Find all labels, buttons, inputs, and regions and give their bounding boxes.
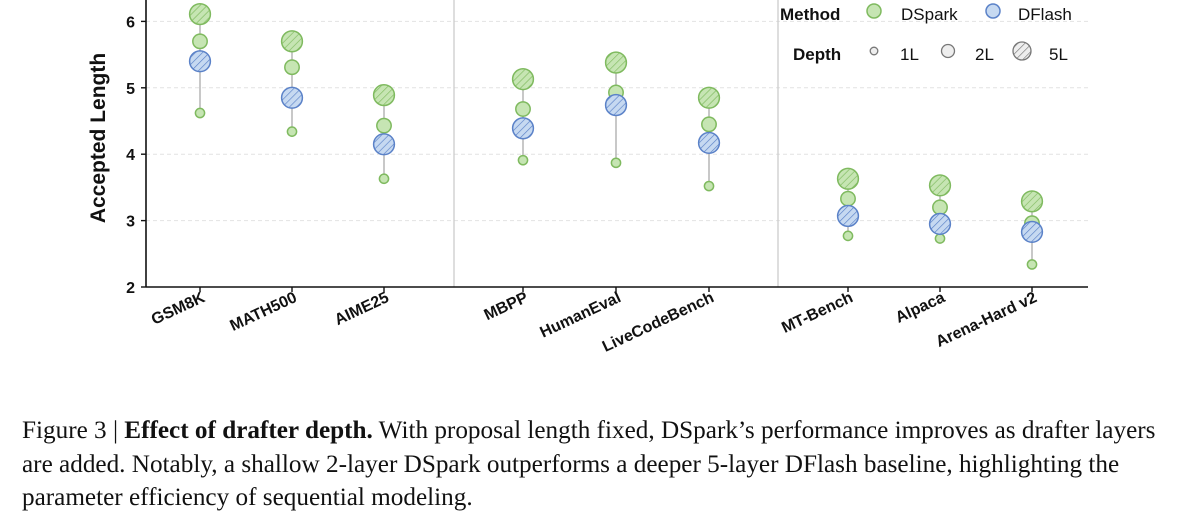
point-dspark-2l-2 <box>376 117 392 134</box>
point-dspark-1l-2 <box>378 173 390 185</box>
legend-dspark-label: DSpark <box>901 5 958 24</box>
legend-dflash-label: DFlash <box>1018 5 1072 24</box>
point-dflash-5l-1 <box>280 86 304 109</box>
y-tick-label: 6 <box>126 14 135 31</box>
point-dspark-5l-1 <box>280 30 304 53</box>
y-tick-label: 5 <box>126 81 135 98</box>
point-dspark-2l-5 <box>701 116 717 133</box>
x-tick-label-8: Arena-Hard v2 <box>933 289 1039 351</box>
legend-5l-marker <box>1012 41 1032 61</box>
point-dflash-5l-8 <box>1020 220 1044 244</box>
y-tick-label: 3 <box>126 214 135 231</box>
axes <box>145 0 1088 288</box>
point-dspark-5l-7 <box>928 174 952 197</box>
caption-text: With proposal length fixed, DSpark’s per… <box>22 417 1156 511</box>
y-tick-label: 4 <box>126 147 135 164</box>
x-tick-label-0: GSM8K <box>149 289 208 329</box>
x-tick-label-7: Alpaca <box>893 289 948 327</box>
point-dspark-1l-5 <box>703 180 715 192</box>
point-dspark-5l-3 <box>511 68 535 91</box>
point-dspark-5l-2 <box>372 83 396 107</box>
point-dspark-1l-1 <box>286 126 298 137</box>
point-dspark-2l-1 <box>284 59 300 76</box>
point-dspark-5l-5 <box>697 86 721 109</box>
legend-2l-marker <box>940 43 956 59</box>
legend-method-title: Method <box>780 5 840 24</box>
point-dflash-5l-3 <box>511 117 535 140</box>
group-separators <box>453 0 779 287</box>
point-dspark-5l-8 <box>1020 190 1044 213</box>
point-dspark-1l-4 <box>610 157 622 169</box>
caption-bold: Effect of drafter depth. <box>124 417 373 444</box>
legend-dflash-marker <box>985 3 1001 19</box>
figure-caption: Figure 3 | Effect of drafter depth. With… <box>22 414 1162 515</box>
point-dspark-1l-3 <box>517 154 529 166</box>
point-dspark-2l-7 <box>932 199 948 216</box>
point-dspark-2l-0 <box>192 33 208 50</box>
legend-1l-label: 1L <box>900 45 919 64</box>
point-dspark-1l-7 <box>934 233 946 244</box>
x-tick-label-1: MATH500 <box>228 289 300 335</box>
x-ticks: GSM8K MATH500 AIME25 MBPP HumanEvalLiveCodeB… <box>149 287 1040 356</box>
point-dspark-1l-0 <box>194 107 206 119</box>
legend-dspark-marker <box>866 3 882 19</box>
point-dspark-2l-6 <box>840 190 856 207</box>
y-axis-label: Accepted Length <box>87 53 110 223</box>
point-dspark-1l-8 <box>1026 259 1038 270</box>
y-ticks: 2 3 4 5 6 <box>126 14 146 297</box>
point-dflash-5l-6 <box>836 204 860 228</box>
x-tick-label-6: MT-Bench <box>779 289 855 337</box>
point-dflash-5l-0 <box>188 50 212 73</box>
point-dflash-5l-2 <box>372 133 396 156</box>
point-dspark-2l-3 <box>515 101 531 117</box>
point-dspark-5l-6 <box>836 167 860 190</box>
point-dspark-1l-6 <box>842 230 854 242</box>
x-tick-label-4: HumanEval <box>538 289 624 341</box>
x-tick-label-2: AIME25 <box>332 289 392 329</box>
legend-1l-marker <box>869 46 879 56</box>
data-points <box>188 2 1044 270</box>
x-tick-label-3: MBPP <box>482 289 531 324</box>
legend-depth-title: Depth <box>793 45 841 64</box>
caption-prefix: Figure 3 | <box>22 417 125 444</box>
point-dflash-5l-4 <box>604 93 628 117</box>
point-dflash-5l-5 <box>697 131 721 155</box>
legend: Method DSpark DFlash Depth 1L 2L 5L <box>780 3 1072 64</box>
legend-2l-label: 2L <box>975 45 994 64</box>
y-tick-label: 2 <box>126 280 135 297</box>
point-dflash-5l-7 <box>928 212 952 236</box>
legend-5l-label: 5L <box>1049 45 1068 64</box>
point-dspark-5l-0 <box>188 2 212 26</box>
point-dspark-5l-4 <box>604 51 628 74</box>
